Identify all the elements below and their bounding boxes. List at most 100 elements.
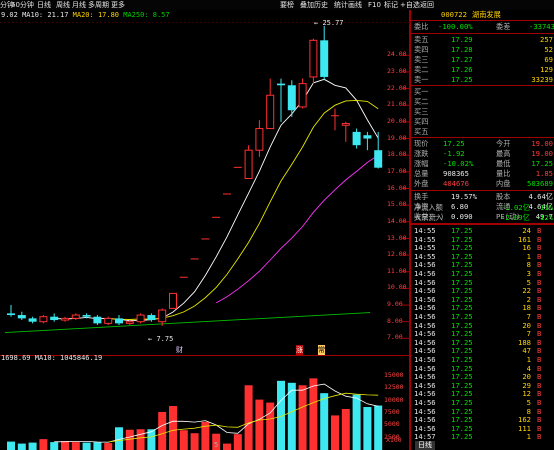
buy-level-row[interactable]: 买五: [411, 127, 554, 137]
volume-bar[interactable]: [320, 393, 329, 450]
tab-daily[interactable]: 日线: [415, 441, 435, 450]
candle[interactable]: [158, 308, 167, 326]
sell-level-row[interactable]: 卖二 17.26 129: [411, 65, 554, 75]
candle[interactable]: [190, 258, 199, 260]
volume-bar[interactable]: [7, 441, 15, 450]
candle[interactable]: [125, 320, 134, 326]
toolbar-btn-10[interactable]: 返回: [420, 1, 434, 9]
toolbar-tab-0[interactable]: 分钟: [0, 1, 14, 9]
candle[interactable]: [169, 292, 177, 309]
candle[interactable]: [363, 131, 372, 151]
candle[interactable]: [147, 313, 156, 322]
volume-bar[interactable]: [212, 433, 221, 450]
candle[interactable]: [341, 121, 350, 142]
volume-bar[interactable]: [255, 399, 264, 450]
candle[interactable]: [93, 315, 102, 326]
volume-bar[interactable]: [223, 443, 231, 450]
volume-bar[interactable]: [28, 442, 37, 450]
candle[interactable]: [28, 316, 37, 324]
candle[interactable]: [298, 78, 307, 109]
volume-bar[interactable]: [201, 421, 210, 450]
toolbar-btn-8[interactable]: 标记: [384, 1, 398, 9]
volume-bar[interactable]: [50, 442, 59, 450]
candle[interactable]: [320, 25, 329, 81]
toolbar-btn-5[interactable]: 统计: [334, 1, 348, 9]
volume-bar[interactable]: [147, 429, 156, 450]
toolbar-btn-9[interactable]: +自选: [400, 1, 420, 9]
toolbar-btn-6[interactable]: 画线: [348, 1, 362, 9]
candle[interactable]: [39, 315, 48, 324]
volume-bar[interactable]: [363, 407, 372, 450]
volume-bar[interactable]: [266, 402, 275, 450]
candle[interactable]: [244, 145, 253, 180]
toolbar-btn-7[interactable]: F10: [368, 1, 381, 9]
candle[interactable]: [104, 316, 113, 326]
kline-chart[interactable]: [0, 10, 410, 450]
volume-bar[interactable]: [331, 415, 339, 450]
candle[interactable]: [179, 276, 188, 278]
toolbar-tab-3[interactable]: 周线: [56, 1, 70, 9]
volume-bar[interactable]: [341, 408, 350, 450]
candle[interactable]: [255, 120, 264, 157]
volume-bar[interactable]: [104, 443, 113, 450]
volume-bar[interactable]: [115, 427, 123, 450]
candle[interactable]: [374, 131, 383, 169]
event-mark-chang[interactable]: 常: [318, 345, 325, 355]
candle[interactable]: [233, 166, 242, 168]
toolbar-btn-4[interactable]: 历史: [314, 1, 328, 9]
candle[interactable]: [136, 313, 145, 324]
candle[interactable]: [61, 316, 69, 322]
buy-level-row[interactable]: 买二: [411, 97, 554, 107]
volume-bar[interactable]: [277, 380, 285, 450]
volume-bar[interactable]: [298, 385, 307, 450]
candle[interactable]: [17, 311, 26, 321]
volume-bar[interactable]: [71, 442, 80, 450]
sell-level-row[interactable]: 卖五 17.29 257: [411, 35, 554, 45]
buy-level-row[interactable]: 买三: [411, 107, 554, 117]
volume-bar[interactable]: [158, 411, 167, 450]
volume-bar[interactable]: [125, 429, 134, 450]
sell-level-row[interactable]: 卖四 17.28 52: [411, 45, 554, 55]
candle[interactable]: [223, 193, 231, 195]
candle[interactable]: [82, 313, 91, 319]
candle[interactable]: [115, 315, 123, 326]
volume-bar[interactable]: [39, 439, 48, 450]
candle[interactable]: [201, 238, 210, 240]
volume-bar[interactable]: [352, 394, 361, 450]
volume-bar[interactable]: [61, 441, 69, 450]
buy-level-row[interactable]: 买四: [411, 117, 554, 127]
event-mark-cai[interactable]: 财: [176, 346, 183, 354]
candle[interactable]: [309, 38, 318, 84]
sell-level-row[interactable]: 卖一 17.25 33239: [411, 75, 554, 85]
candle[interactable]: [352, 128, 361, 149]
candle[interactable]: [277, 78, 285, 122]
volume-bar[interactable]: [169, 406, 177, 450]
candle[interactable]: [287, 80, 296, 117]
candle[interactable]: [331, 108, 339, 131]
buy-level-row[interactable]: 买一: [411, 87, 554, 97]
candle[interactable]: [71, 313, 80, 321]
volume-bar[interactable]: [374, 405, 383, 450]
volume-bar[interactable]: [17, 443, 26, 450]
candle[interactable]: [7, 305, 15, 317]
volume-bar[interactable]: [136, 429, 145, 450]
volume-bar[interactable]: [190, 433, 199, 450]
toolbar-tab-5[interactable]: 多周期: [88, 1, 109, 9]
toolbar-tab-1[interactable]: 60分钟: [11, 1, 34, 9]
toolbar-btn-3[interactable]: 叠加: [300, 1, 314, 9]
event-mark-zhang[interactable]: 涨: [296, 345, 303, 355]
volume-bar[interactable]: [93, 442, 102, 450]
volume-bar[interactable]: [244, 385, 253, 450]
candle[interactable]: [212, 216, 221, 218]
toolbar-tab-4[interactable]: 月线: [72, 1, 86, 9]
toolbar-tab-6[interactable]: 更多: [111, 1, 125, 9]
candle[interactable]: [50, 313, 59, 322]
toolbar-btn-2[interactable]: 要榜: [280, 1, 294, 9]
candle[interactable]: [266, 78, 275, 130]
volume-bar[interactable]: [309, 378, 318, 450]
volume-bar[interactable]: [287, 382, 296, 450]
volume-bar[interactable]: [233, 434, 242, 450]
toolbar-tab-2[interactable]: 日线: [37, 1, 51, 9]
sell-level-row[interactable]: 卖三 17.27 69: [411, 55, 554, 65]
volume-bar[interactable]: [179, 430, 188, 450]
